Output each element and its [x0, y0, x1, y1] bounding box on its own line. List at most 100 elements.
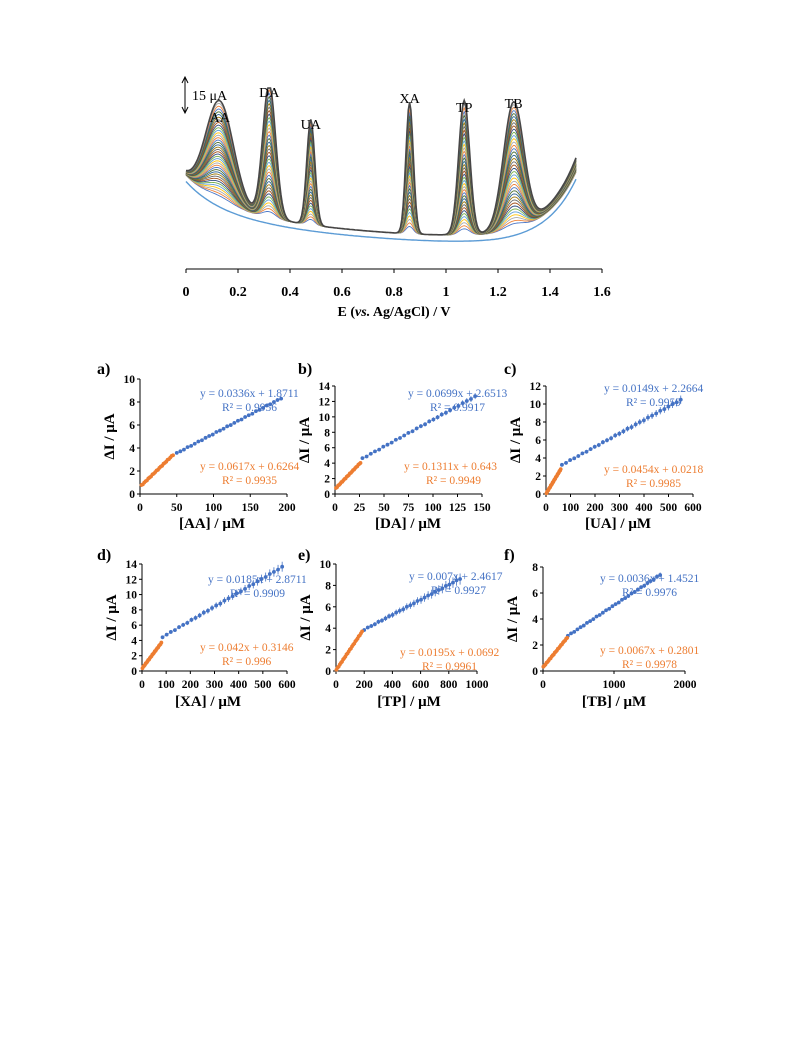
voltammogram-x-ticks: 0 0.2 0.4 0.6 0.8 1 1.2 1.4 1.6: [183, 269, 611, 300]
y-tick-label: 8: [532, 562, 538, 574]
data-point: [629, 425, 634, 429]
data-point: [398, 436, 402, 440]
x-tick-label: 0: [543, 502, 549, 514]
scale-bar-label: 15 μA: [192, 89, 228, 104]
data-point: [576, 454, 581, 458]
data-point: [597, 613, 602, 617]
data-point: [646, 415, 650, 420]
data-point: [600, 440, 605, 445]
voltammogram-x-tick-label: 0: [183, 285, 190, 300]
data-point: [635, 587, 640, 592]
data-point: [473, 394, 478, 399]
data-point: [572, 456, 577, 461]
y-tick-label: 6: [131, 620, 137, 632]
data-point: [412, 601, 416, 606]
data-point: [280, 564, 285, 569]
regression-equation: y = 0.0067x + 0.2801: [600, 645, 699, 657]
data-point: [383, 616, 388, 621]
data-point: [377, 447, 382, 452]
data-point: [218, 428, 222, 433]
data-point: [239, 589, 243, 594]
data-point: [276, 567, 280, 572]
r-squared: R² = 0.9961: [422, 661, 477, 673]
regression-equation: y = 0.007x + 2.4617: [409, 571, 503, 583]
y-tick-label: 2: [325, 645, 331, 657]
data-point: [385, 442, 390, 447]
x-tick-label: 600: [278, 679, 296, 691]
data-point: [185, 620, 190, 625]
data-point: [678, 397, 683, 402]
data-point: [560, 462, 564, 467]
data-point: [267, 572, 272, 576]
data-point: [192, 441, 197, 446]
regression-equation: y = 0.0336x + 1.8711: [200, 388, 299, 400]
data-point: [443, 584, 448, 588]
y-tick-label: 12: [530, 381, 542, 393]
voltammogram-blank-line: [185, 178, 577, 242]
data-point: [639, 585, 643, 590]
data-point: [426, 593, 431, 598]
data-point: [203, 435, 208, 440]
panel-label: b): [298, 361, 312, 378]
regression-equation: y = 0.0149x + 2.2664: [604, 383, 703, 395]
data-point: [654, 411, 659, 416]
x-tick-label: 300: [206, 679, 224, 691]
data-point: [239, 417, 244, 422]
r-squared: R² = 0.9935: [222, 475, 277, 487]
y-axis-label: ΔI / μA: [297, 417, 313, 463]
y-tick-label: 12: [126, 574, 138, 586]
data-point: [369, 624, 374, 628]
data-point: [456, 404, 461, 408]
data-point: [160, 635, 165, 640]
data-point: [464, 399, 469, 403]
data-point: [193, 615, 198, 620]
data-point: [600, 610, 605, 615]
data-point: [609, 436, 613, 441]
x-tick-label: 1000: [466, 679, 489, 691]
voltammogram-x-tick-label: 1.4: [541, 285, 559, 300]
y-tick-label: 2: [535, 471, 541, 483]
data-point: [365, 625, 370, 630]
data-point: [218, 601, 223, 606]
data-point: [275, 398, 280, 402]
data-point: [658, 408, 663, 413]
data-point: [174, 450, 179, 455]
x-tick-label: 200: [278, 502, 296, 514]
x-tick-label: 0: [139, 679, 145, 691]
x-tick-label: 0: [332, 502, 338, 514]
r-squared: R² = 0.9959: [626, 397, 681, 409]
r-squared: R² = 0.9909: [230, 588, 285, 600]
y-tick-label: 4: [532, 614, 538, 626]
regression-equation: y = 0.0195x + 0.0692: [400, 647, 499, 659]
data-point: [439, 412, 444, 417]
y-axis-label: ΔI / μA: [508, 417, 524, 463]
regression-equation: y = 0.0699x + 2.6513: [408, 388, 507, 400]
r-squared: R² = 0.9917: [430, 402, 485, 414]
data-point: [607, 606, 612, 611]
r-squared: R² = 0.9956: [222, 402, 277, 414]
y-tick-label: 4: [325, 623, 331, 635]
data-point: [558, 467, 563, 472]
data-point: [623, 596, 628, 600]
x-tick-label: 25: [354, 502, 366, 514]
data-point: [159, 640, 164, 645]
data-point: [423, 422, 427, 427]
calibration-panel-xa: 0 2 4 6 8 10 12 14 0 100 200 300 400 500 600 [XA] / μM Δ…: [97, 547, 307, 710]
data-point: [422, 595, 427, 600]
r-squared: R² = 0.9927: [431, 585, 486, 597]
data-point: [460, 401, 465, 406]
x-tick-label: 50: [378, 502, 390, 514]
data-point: [243, 415, 248, 419]
data-point: [655, 574, 659, 579]
data-point: [588, 447, 593, 452]
peak-label-tb: TB: [505, 97, 523, 112]
data-point: [447, 582, 452, 587]
y-tick-label: 0: [325, 666, 331, 678]
data-point: [408, 603, 413, 608]
data-point: [429, 592, 434, 597]
y-tick-label: 0: [129, 489, 135, 501]
y-tick-label: 2: [131, 651, 137, 663]
voltammogram-x-tick-label: 1.2: [489, 285, 507, 300]
data-point: [368, 451, 373, 456]
